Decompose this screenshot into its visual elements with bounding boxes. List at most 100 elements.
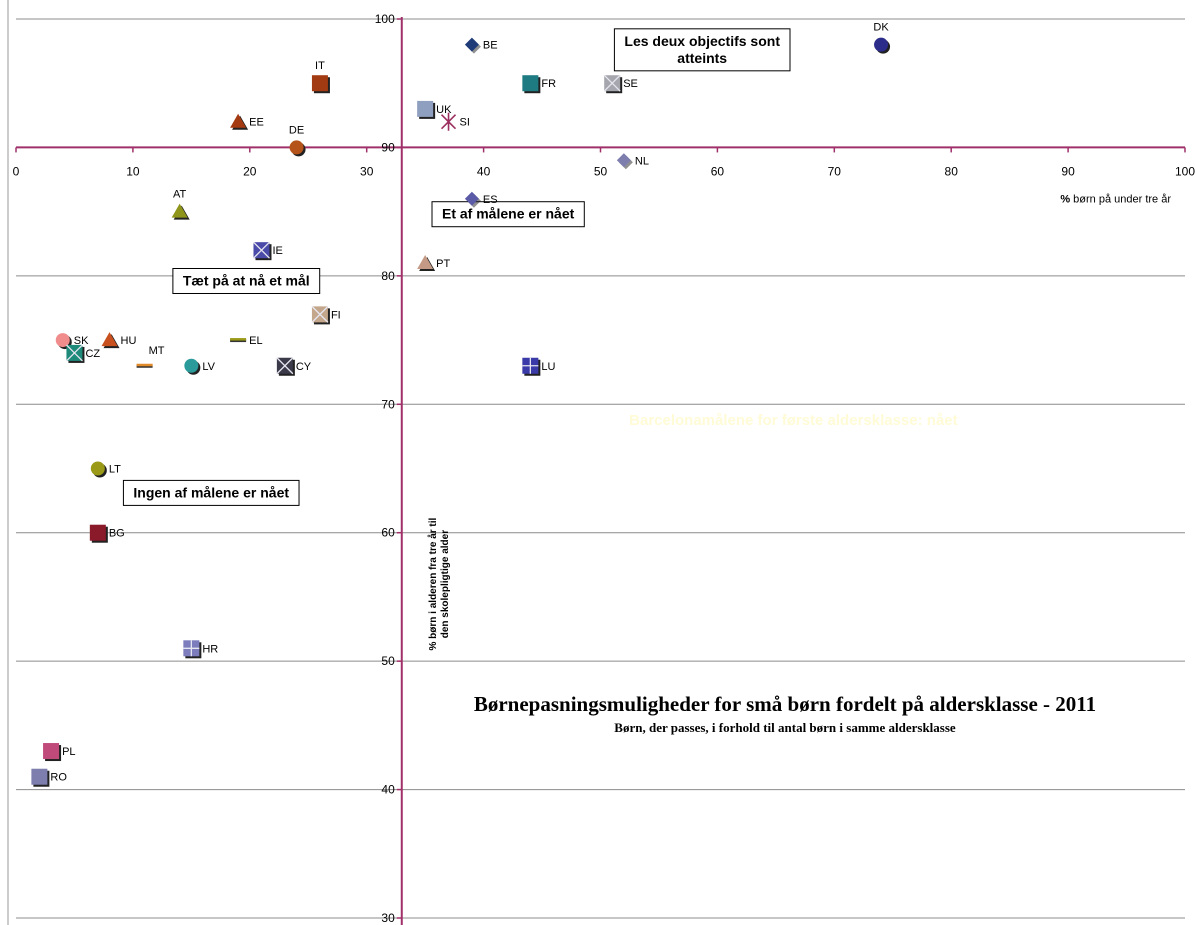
data-label-fi: FI: [331, 309, 341, 321]
quadrant-label-box: [122, 479, 300, 506]
data-label-mt: MT: [149, 345, 165, 357]
data-point-pt: PT: [417, 255, 450, 272]
marker: [101, 332, 118, 347]
marker: [43, 743, 60, 760]
data-label-es: ES: [483, 194, 498, 206]
marker-cross: [276, 357, 294, 375]
data-points: BE DK FR SE IT UK SI EE DE NL ES AT IE PT FI SK HU EL CZ MT…: [31, 22, 891, 787]
chart-subtitle: Børn, der passes, i forhold til antal bø…: [614, 720, 956, 735]
axes: [7, 0, 1186, 925]
data-label-ee: EE: [249, 117, 264, 129]
data-label-ie: IE: [272, 245, 282, 257]
marker: [417, 255, 434, 270]
y-axis-label-line-2: den skolepligtige alder: [440, 530, 451, 638]
quadrant-label-text: Les deux objectifs sont: [624, 33, 780, 49]
data-point-el: EL: [230, 335, 263, 347]
data-label-el: EL: [249, 335, 262, 347]
data-label-hu: HU: [121, 335, 137, 347]
marker: [311, 75, 328, 92]
marker: [522, 75, 539, 92]
marker: [616, 153, 631, 168]
data-point-mt: MT: [136, 345, 165, 368]
marker: [55, 333, 70, 348]
x-tick-label-30: 30: [360, 164, 374, 178]
data-point-dk: DK: [873, 22, 891, 54]
x-tick-label-100: 100: [1175, 164, 1195, 178]
data-point-nl: NL: [616, 153, 649, 170]
marker: [874, 37, 889, 52]
data-label-bg: BG: [109, 528, 125, 540]
x-tick-label-20: 20: [243, 164, 257, 178]
data-point-es: ES: [464, 191, 498, 208]
y-axis-label-line-1: % børn i alderen fra tre år til: [427, 517, 439, 650]
quadrant-label-text: Et af målene er nået: [442, 206, 575, 222]
faint-annotation: Barcelonamålene for første aldersklasse:…: [629, 412, 957, 429]
data-label-cy: CY: [296, 361, 312, 373]
data-point-uk: UK: [417, 100, 452, 119]
marker: [230, 338, 247, 341]
y-tick-label-70: 70: [381, 397, 395, 411]
data-label-sk: SK: [74, 335, 89, 347]
marker: [171, 203, 188, 218]
marker-plus: [183, 640, 200, 657]
x-axis-label-text: børn på under tre år: [1070, 193, 1171, 205]
marker: [90, 461, 105, 476]
data-point-pl: PL: [43, 743, 76, 762]
quadrant-label-box: [172, 267, 321, 294]
quadrant-label-box: [613, 28, 791, 72]
data-point-hu: HU: [101, 332, 137, 349]
data-label-it: IT: [315, 60, 325, 72]
marker: [417, 100, 434, 117]
marker: [31, 768, 48, 785]
data-label-lu: LU: [541, 361, 555, 373]
marker: [230, 113, 247, 128]
data-point-fr: FR: [522, 75, 556, 94]
data-label-uk: UK: [436, 104, 452, 116]
quadrant-label-3: Tæt på at nå et mål: [172, 267, 321, 294]
marker-cross: [253, 241, 270, 259]
marker-cross: [603, 74, 621, 92]
tick-labels: 30 40 50 60 70 80 90 100 0 10 20 30 40 50 60 70 80 90 100: [13, 12, 1195, 925]
data-point-lv: LV: [184, 358, 216, 375]
data-point-ee: EE: [230, 113, 264, 130]
data-label-nl: NL: [635, 155, 649, 167]
x-tick-label-60: 60: [711, 164, 725, 178]
x-tick-label-50: 50: [594, 164, 608, 178]
marker-cross: [311, 305, 329, 323]
x-tick-label-10: 10: [126, 164, 140, 178]
marker: [289, 140, 304, 155]
quadrant-label-4: Ingen af målene er nået: [122, 479, 300, 506]
x-tick-label-80: 80: [945, 164, 959, 178]
y-tick-label-30: 30: [381, 911, 395, 925]
data-point-be: BE: [464, 37, 498, 54]
data-label-pl: PL: [62, 746, 75, 758]
data-point-cz: CZ: [65, 344, 100, 363]
data-point-de: DE: [289, 124, 306, 157]
data-label-ro: RO: [50, 772, 67, 784]
data-label-lv: LV: [202, 361, 215, 373]
data-point-se: SE: [603, 74, 638, 94]
data-label-cz: CZ: [85, 348, 100, 360]
data-point-ie: IE: [253, 241, 283, 261]
quadrant-label-text: atteints: [677, 50, 727, 66]
marker: [136, 363, 153, 367]
quadrant-label-box: [431, 201, 585, 228]
y-tick-label-40: 40: [381, 783, 395, 797]
marker-cross: [65, 344, 83, 362]
data-label-at: AT: [173, 189, 187, 201]
data-label-se: SE: [623, 78, 638, 90]
data-point-lu: LU: [522, 357, 555, 376]
marker-plus: [522, 357, 539, 374]
data-label-hr: HR: [202, 643, 218, 655]
marker: [464, 37, 479, 52]
data-label-pt: PT: [436, 258, 450, 270]
quadrant-label-text: Ingen af målene er nået: [133, 484, 289, 500]
data-label-si: SI: [460, 117, 470, 129]
data-point-hr: HR: [183, 640, 218, 659]
marker: [184, 358, 199, 373]
data-point-fi: FI: [311, 305, 341, 325]
x-tick-label-90: 90: [1061, 164, 1075, 178]
y-tick-label-50: 50: [381, 654, 395, 668]
